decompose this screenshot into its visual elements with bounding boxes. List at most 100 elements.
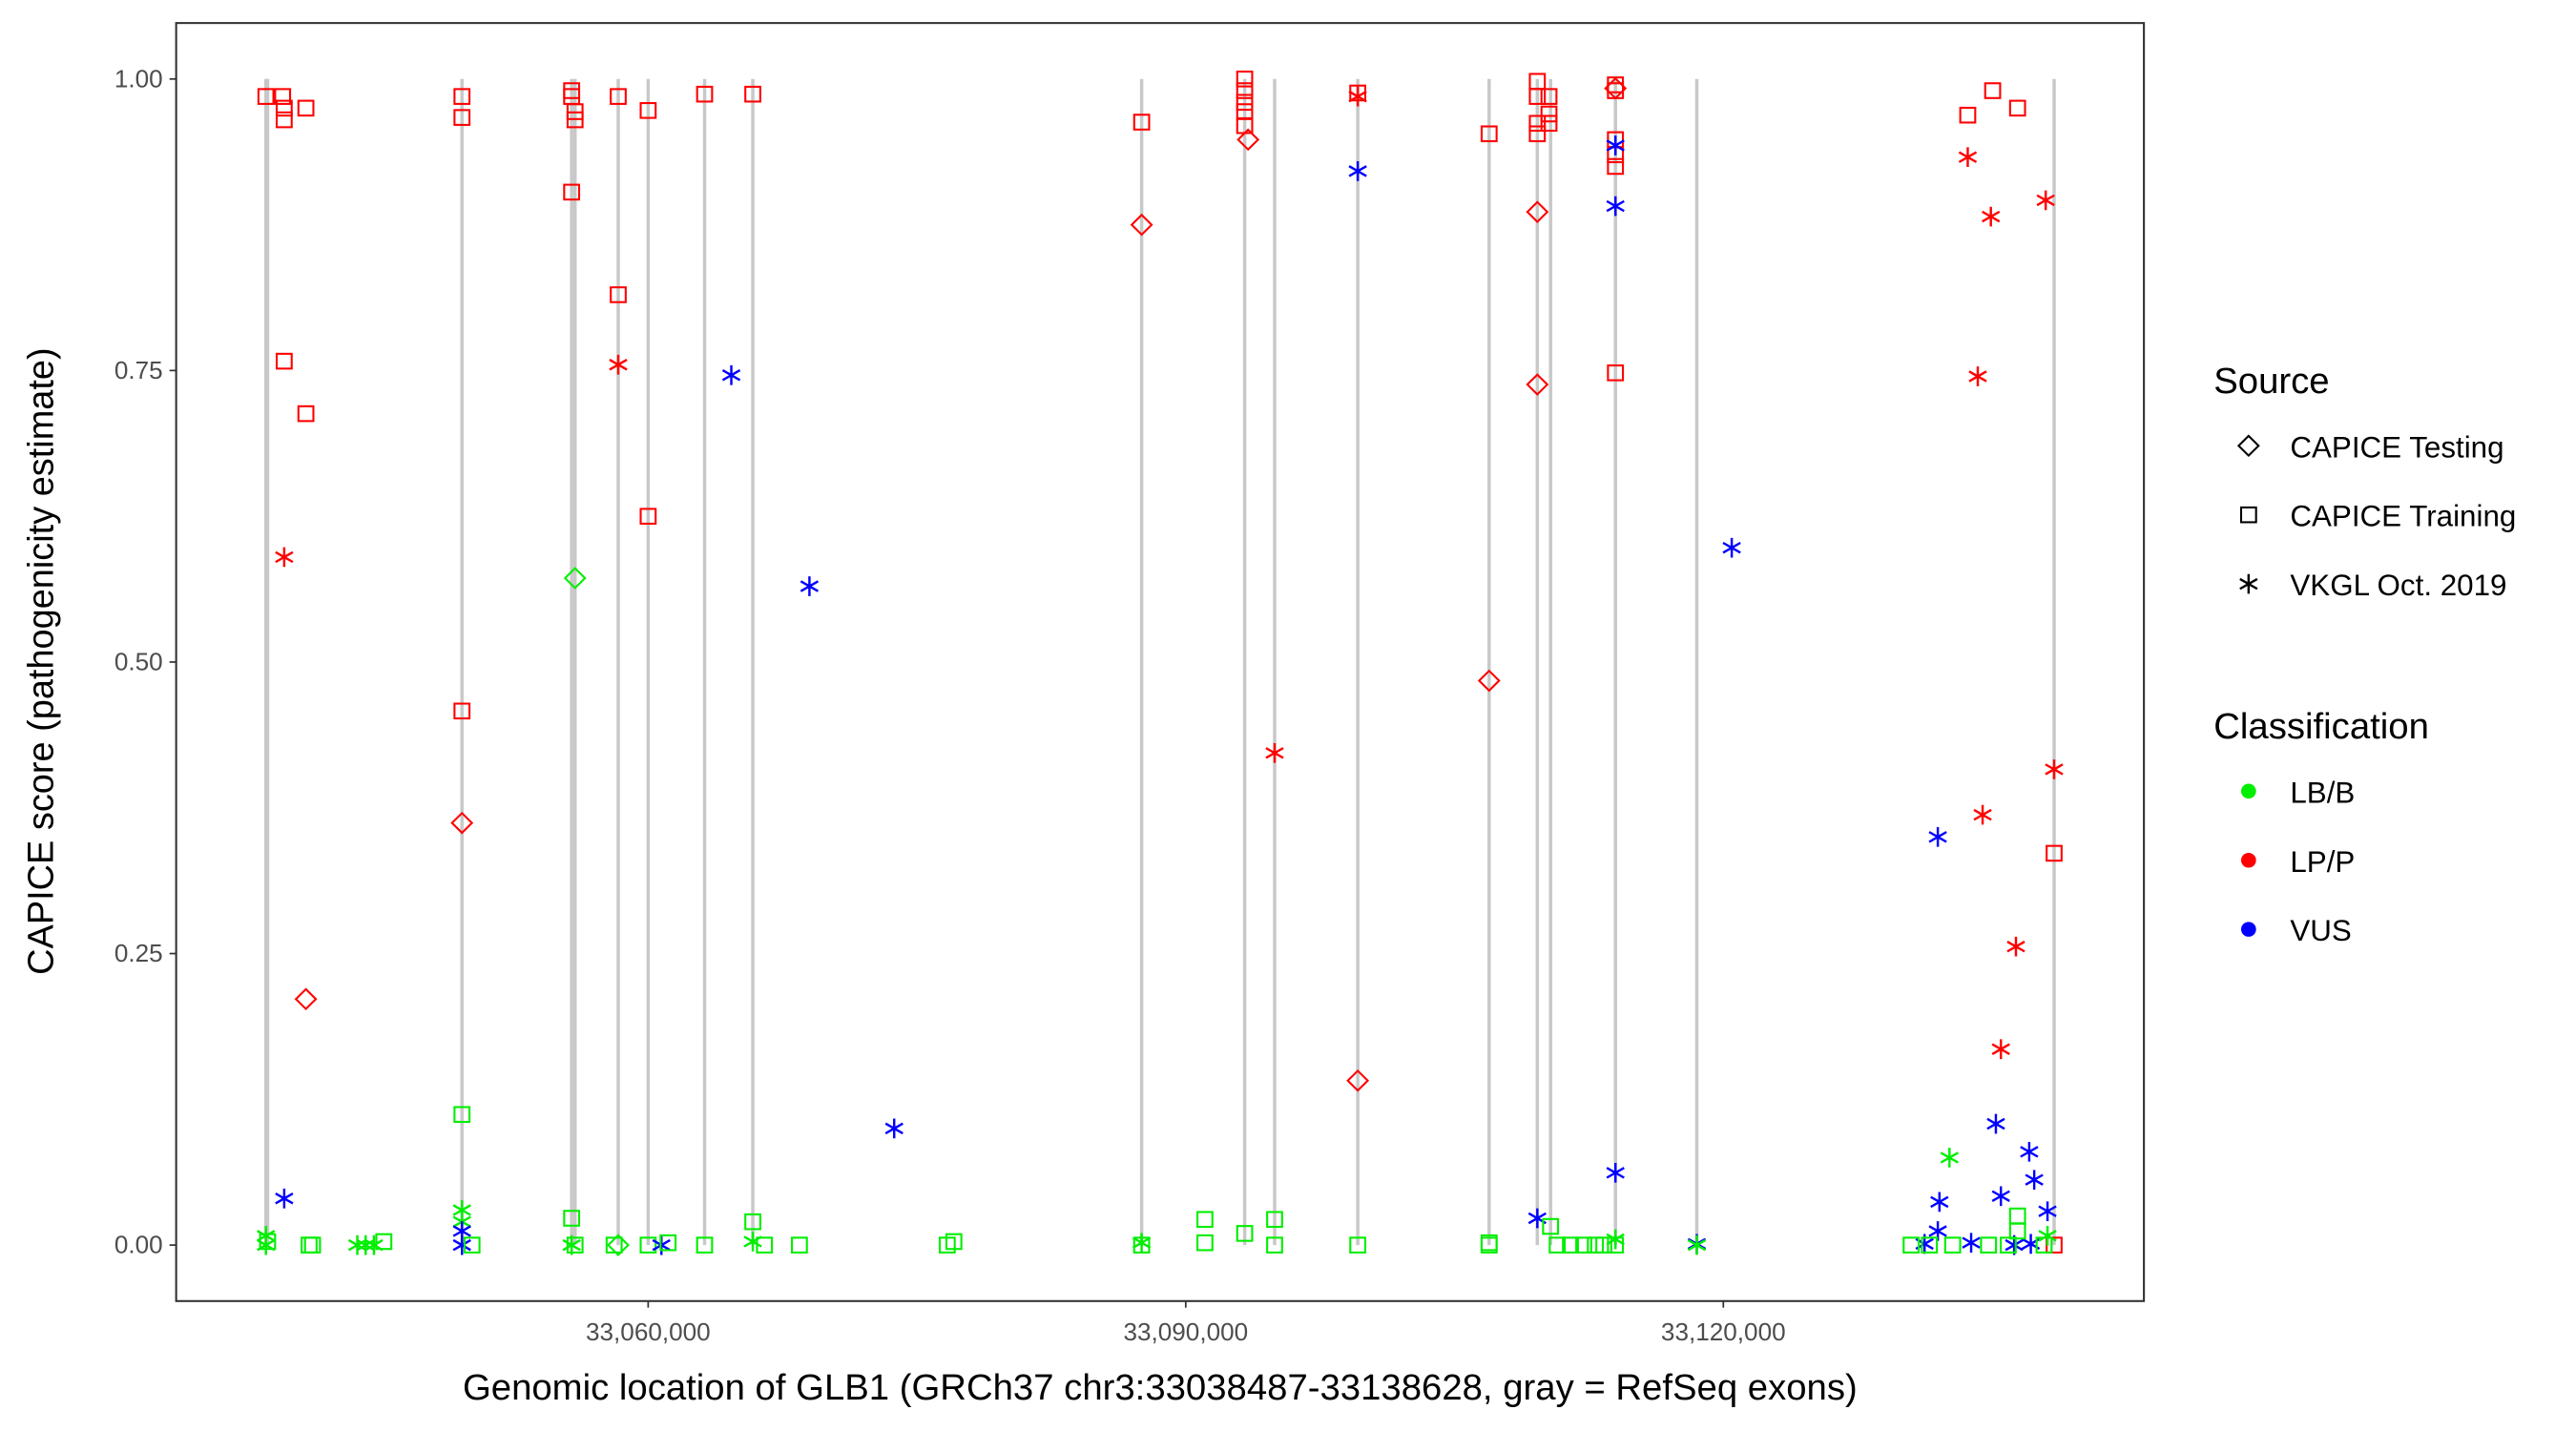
data-point — [1266, 1211, 1283, 1229]
legend-class-title: Classification — [2213, 706, 2429, 747]
legend-class-label: VUS — [2290, 914, 2351, 947]
data-point — [1958, 147, 1978, 168]
data-point — [659, 1234, 677, 1252]
data-point — [1991, 1039, 2010, 1060]
data-point — [257, 88, 275, 105]
data-point — [463, 1236, 481, 1254]
data-point — [274, 88, 292, 105]
data-point — [1196, 1234, 1214, 1252]
data-point — [884, 1118, 904, 1139]
data-point — [1606, 196, 1625, 217]
legend-source-label: CAPICE Testing — [2290, 430, 2503, 464]
data-point — [1542, 1217, 1560, 1235]
data-point — [945, 1233, 963, 1251]
data-point — [1607, 364, 1625, 382]
data-point — [1606, 1162, 1625, 1183]
data-point — [696, 1236, 714, 1254]
data-point — [1132, 1236, 1151, 1254]
exon-lines — [264, 78, 2056, 1246]
data-point — [1991, 1186, 2010, 1207]
y-axis-title: CAPICE score (pathogenicity estimate) — [21, 347, 62, 974]
data-point — [303, 1236, 322, 1254]
x-axis-title: Genomic location of GLB1 (GRCh37 chr3:33… — [463, 1367, 1858, 1408]
data-point — [1962, 1233, 1981, 1254]
data-point — [605, 1236, 623, 1254]
data-point — [2046, 844, 2063, 862]
data-point — [1607, 1236, 1625, 1254]
data-point — [721, 364, 741, 385]
data-point — [1986, 1113, 2005, 1134]
data-point — [639, 1236, 657, 1254]
data-point — [2020, 1141, 2039, 1162]
data-point — [1528, 88, 1547, 105]
data-point — [1348, 161, 1367, 181]
data-points — [257, 71, 2064, 1256]
legend-dot-icon — [2241, 852, 2256, 868]
data-point — [1606, 135, 1625, 156]
y-tick-label: 0.00 — [114, 1231, 163, 1259]
y-tick-label: 0.50 — [114, 648, 163, 676]
data-point — [1548, 1236, 1567, 1254]
data-point — [297, 404, 315, 423]
data-point — [610, 88, 627, 105]
data-point — [1921, 1236, 1939, 1254]
data-point — [1346, 1068, 1370, 1092]
data-point — [1132, 114, 1151, 131]
data-point — [1540, 88, 1558, 105]
data-point — [297, 99, 315, 117]
data-point — [1236, 82, 1254, 99]
data-point — [1236, 1225, 1254, 1242]
data-point — [1480, 125, 1498, 143]
data-point — [294, 987, 318, 1011]
data-point — [2008, 99, 2026, 117]
y-axis-ticks: 0.00 0.25 0.50 0.75 1.00 — [114, 65, 177, 1259]
x-axis-ticks: 33,060,000 33,090,000 33,120,000 — [586, 1300, 1786, 1346]
data-point — [1982, 206, 2001, 227]
data-point — [1130, 213, 1153, 237]
data-point — [639, 508, 657, 525]
data-point — [2038, 1225, 2057, 1246]
data-point — [2006, 936, 2025, 957]
data-point — [1528, 125, 1547, 143]
y-tick-label: 1.00 — [114, 65, 163, 93]
data-point — [744, 85, 761, 103]
data-point — [1477, 669, 1501, 693]
data-point — [375, 1233, 393, 1251]
data-point — [1928, 826, 1947, 847]
data-point — [607, 1234, 630, 1256]
data-point — [1528, 114, 1547, 133]
data-point — [563, 183, 581, 201]
legend-dot-icon — [2241, 922, 2256, 937]
data-point — [1902, 1236, 1921, 1254]
asterisk-icon — [2239, 573, 2258, 594]
data-point — [1575, 1236, 1592, 1254]
data-point — [2008, 1222, 2026, 1240]
data-point — [1348, 86, 1367, 107]
data-point — [453, 88, 471, 105]
data-point — [2000, 1236, 2017, 1254]
plot-panel — [175, 22, 2146, 1302]
data-point — [1607, 157, 1625, 176]
y-tick-label: 0.25 — [114, 939, 163, 967]
y-tick-label: 0.75 — [114, 356, 163, 384]
data-point — [696, 85, 714, 103]
data-point — [1980, 1236, 1998, 1254]
legend-dot-icon — [2241, 783, 2256, 799]
data-point — [1526, 373, 1549, 396]
data-point — [2025, 1170, 2044, 1191]
data-point — [800, 576, 820, 596]
x-tick-label: 33,120,000 — [1661, 1317, 1786, 1346]
data-point — [1595, 1236, 1612, 1254]
data-point — [1265, 742, 1284, 763]
data-point — [609, 354, 628, 375]
data-point — [1604, 76, 1628, 100]
data-point — [1132, 1233, 1152, 1254]
data-point — [450, 811, 474, 835]
legend-source-label: CAPICE Training — [2290, 500, 2516, 533]
data-point — [1984, 82, 2002, 99]
data-point — [2045, 759, 2064, 779]
data-point — [1943, 1236, 1962, 1254]
data-point — [1722, 537, 1741, 558]
data-point — [2036, 190, 2055, 211]
data-point — [1236, 71, 1254, 88]
